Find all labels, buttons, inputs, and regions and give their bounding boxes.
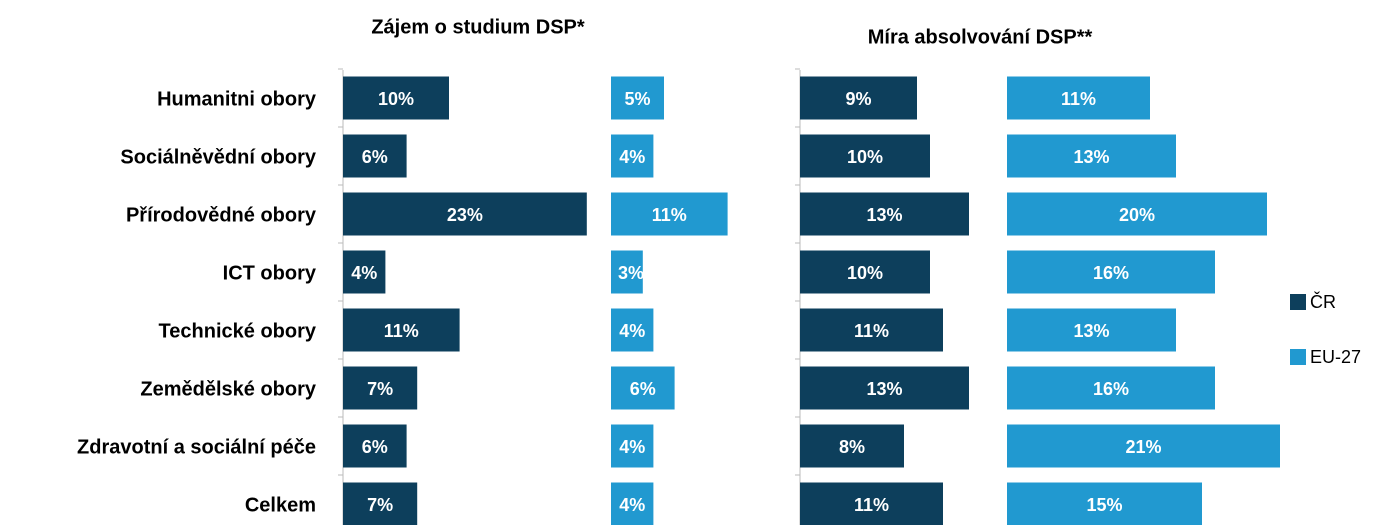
data-label: 3% [618,263,644,283]
data-label: 4% [619,495,645,515]
legend-swatch [1290,294,1306,310]
bar [343,134,407,178]
bar [611,134,654,178]
bar [611,424,654,468]
bar [343,366,418,410]
bar [343,250,386,294]
panel-title: Zájem o studium DSP* [371,16,585,38]
category-label: Humanitni obory [157,88,317,110]
data-label: 16% [1093,263,1129,283]
data-label: 21% [1125,437,1161,457]
bar [611,308,654,352]
data-label: 6% [630,379,656,399]
bar [611,366,675,410]
data-label: 4% [351,263,377,283]
bar [1007,192,1267,236]
data-label: 11% [854,495,889,515]
bar [1007,76,1150,120]
data-label: 6% [362,437,388,457]
bar [1007,134,1176,178]
data-label: 15% [1086,495,1122,515]
data-label: 11% [854,321,889,341]
bar [1007,424,1280,468]
legend-label: EU-27 [1310,347,1361,367]
data-label: 10% [847,147,883,167]
data-label: 23% [447,205,483,225]
data-label: 11% [1061,89,1096,109]
bar [611,250,643,294]
category-label: Technické obory [159,320,317,342]
panel-title: Míra absolvování DSP** [868,26,1093,48]
bar [611,482,654,525]
bar [343,424,407,468]
bar [1007,482,1202,525]
legend-swatch [1290,349,1306,365]
bar [800,76,917,120]
data-label: 13% [866,379,902,399]
bar [611,76,664,120]
data-label: 16% [1093,379,1129,399]
data-label: 4% [619,437,645,457]
data-label: 9% [845,89,871,109]
legend-label: ČR [1310,291,1336,312]
bar [800,424,904,468]
bar [611,192,728,236]
category-label: ICT obory [223,262,317,284]
category-label: Přírodovědné obory [126,204,317,226]
data-label: 8% [839,437,865,457]
data-label: 5% [624,89,650,109]
bar [800,482,943,525]
category-label: Celkem [245,494,316,516]
data-label: 10% [378,89,414,109]
bar [343,76,449,120]
data-label: 11% [384,321,419,341]
bar [800,192,969,236]
bar [343,482,418,525]
data-label: 13% [866,205,902,225]
bar [800,366,969,410]
bar [1007,366,1215,410]
data-label: 11% [652,205,687,225]
bar [343,192,587,236]
data-label: 7% [367,379,393,399]
data-label: 6% [362,147,388,167]
data-label: 20% [1119,205,1155,225]
bar [800,250,930,294]
bar [343,308,460,352]
category-label: Sociálněvědní obory [120,146,316,168]
data-label: 13% [1073,321,1109,341]
bar [800,134,930,178]
data-label: 10% [847,263,883,283]
data-label: 4% [619,147,645,167]
data-label: 4% [619,321,645,341]
data-label: 7% [367,495,393,515]
data-label: 13% [1073,147,1109,167]
category-label: Zdravotní a sociální péče [77,436,316,458]
bar [1007,250,1215,294]
bar [1007,308,1176,352]
bar [800,308,943,352]
category-label: Zemědělské obory [140,378,317,400]
